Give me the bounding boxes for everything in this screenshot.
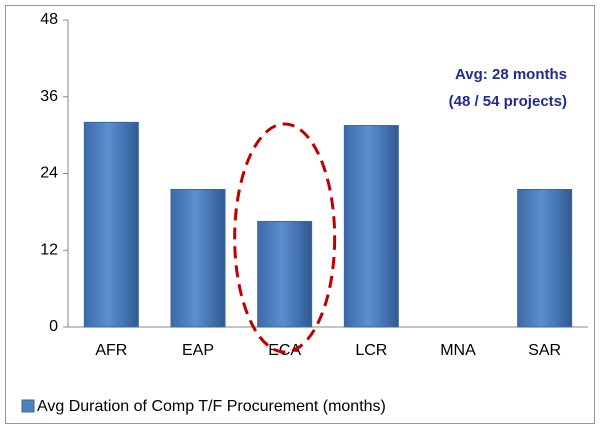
x-tick-label: AFR <box>95 342 127 359</box>
bar <box>343 125 399 328</box>
y-tick-label: 36 <box>40 88 58 105</box>
annotation: (48 / 54 projects) <box>449 93 567 110</box>
x-tick-label: EAP <box>182 342 214 359</box>
legend-swatch <box>21 399 35 413</box>
y-tick-label: 24 <box>40 165 58 182</box>
y-tick-label: 48 <box>40 11 58 28</box>
bar <box>257 220 313 328</box>
bar <box>517 188 573 328</box>
x-tick-label: SAR <box>528 342 561 359</box>
bar <box>170 188 226 328</box>
x-tick-label: LCR <box>355 342 387 359</box>
chart-border <box>5 5 595 424</box>
bar <box>83 121 139 328</box>
x-tick-label: MNA <box>440 342 476 359</box>
y-tick-label: 12 <box>40 241 58 258</box>
highlight-ellipse <box>233 122 337 354</box>
annotation: Avg: 28 months <box>455 66 567 83</box>
legend-label: Avg Duration of Comp T/F Procurement (mo… <box>37 398 386 415</box>
y-tick-label: 0 <box>49 318 58 335</box>
